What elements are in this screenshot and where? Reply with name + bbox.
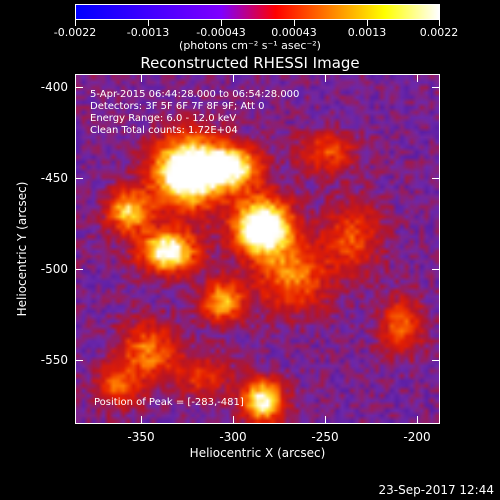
colorbar-tick-label: 0.00043 — [271, 26, 317, 39]
x-tick-top — [141, 74, 142, 82]
colorbar-tick — [148, 20, 149, 26]
x-tick — [233, 416, 234, 424]
plot-title: Reconstructed RHESSI Image — [140, 54, 360, 72]
timestamp: 23-Sep-2017 12:44 — [378, 483, 494, 497]
colorbar-tick — [221, 20, 222, 26]
colorbar-tick-label: 0.0013 — [347, 26, 387, 39]
y-tick-right — [432, 178, 440, 179]
y-tick-label: -500 — [40, 262, 68, 276]
y-tick — [75, 269, 83, 270]
colorbar-tick-label: -0.0022 — [53, 26, 97, 39]
y-tick-label: -550 — [40, 353, 68, 367]
colorbar — [75, 4, 440, 20]
y-tick-right — [432, 87, 440, 88]
image-plot: 5-Apr-2015 06:44:28.000 to 06:54:28.000 … — [75, 74, 440, 424]
y-tick-right — [432, 360, 440, 361]
colorbar-tick — [367, 20, 368, 26]
x-tick-top — [325, 74, 326, 82]
energy-range-text: Energy Range: 6.0 - 12.0 keV — [90, 113, 237, 124]
y-tick-label: -450 — [40, 171, 68, 185]
colorbar-tick-label: -0.0013 — [126, 26, 170, 39]
colorbar-units: (photons cm⁻² s⁻¹ asec⁻²) — [179, 39, 321, 52]
x-tick-label: -200 — [403, 430, 431, 444]
y-axis-title: Heliocentric Y (arcsec) — [15, 181, 29, 317]
x-tick — [325, 416, 326, 424]
colorbar-tick — [75, 20, 76, 26]
x-tick-label: -250 — [311, 430, 339, 444]
rhessi-image — [76, 75, 439, 423]
colorbar-tick-label: -0.00043 — [196, 26, 246, 39]
x-axis-title: Heliocentric X (arcsec) — [189, 446, 326, 460]
x-tick — [141, 416, 142, 424]
y-tick-label: -400 — [40, 80, 68, 94]
colorbar-tick-label: 0.0022 — [419, 26, 459, 39]
x-tick — [417, 416, 418, 424]
y-tick-right — [432, 269, 440, 270]
colorbar-tick — [294, 20, 295, 26]
clean-counts-text: Clean Total counts: 1.72E+04 — [90, 125, 238, 136]
x-tick-top — [233, 74, 234, 82]
x-tick-top — [417, 74, 418, 82]
peak-position-text: Position of Peak = [-283,-481] — [94, 397, 244, 408]
y-tick — [75, 87, 83, 88]
time-range-text: 5-Apr-2015 06:44:28.000 to 06:54:28.000 — [90, 89, 300, 100]
x-tick-label: -300 — [219, 430, 247, 444]
y-tick — [75, 360, 83, 361]
x-tick-label: -350 — [127, 430, 155, 444]
colorbar-gradient — [76, 5, 439, 19]
detectors-text: Detectors: 3F 5F 6F 7F 8F 9F; Att 0 — [90, 101, 265, 112]
colorbar-tick — [439, 20, 440, 26]
y-tick — [75, 178, 83, 179]
